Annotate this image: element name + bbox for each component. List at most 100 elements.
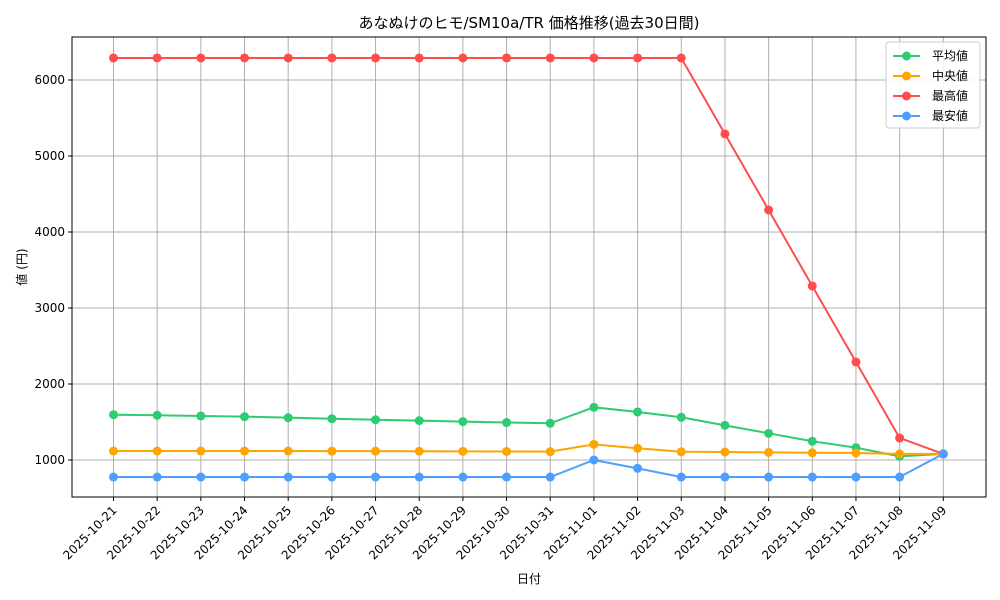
data-point bbox=[720, 447, 730, 457]
data-point bbox=[895, 449, 905, 459]
data-point bbox=[938, 449, 948, 459]
data-point bbox=[545, 472, 555, 482]
data-point bbox=[283, 446, 293, 456]
chart-title: あなぬけのヒモ/SM10a/TR 価格推移(過去30日間) bbox=[359, 14, 700, 32]
legend-label: 中央値 bbox=[932, 68, 968, 83]
data-point bbox=[458, 417, 468, 427]
data-point bbox=[414, 446, 424, 456]
data-point bbox=[807, 448, 817, 458]
data-point bbox=[764, 447, 774, 457]
series-2 bbox=[109, 53, 948, 459]
grid-lines bbox=[72, 37, 986, 497]
y-axis-label: 値 (円) bbox=[14, 248, 29, 285]
x-axis-ticks: 2025-10-212025-10-222025-10-232025-10-24… bbox=[60, 497, 949, 562]
data-point bbox=[283, 413, 293, 423]
data-point bbox=[764, 472, 774, 482]
plot-frame bbox=[71, 36, 987, 498]
data-point bbox=[633, 407, 643, 417]
data-point bbox=[633, 463, 643, 473]
data-point bbox=[807, 472, 817, 482]
data-point bbox=[240, 446, 250, 456]
legend-marker bbox=[902, 71, 911, 81]
data-point bbox=[720, 472, 730, 482]
data-point bbox=[807, 281, 817, 291]
y-tick-label: 1000 bbox=[34, 453, 65, 467]
data-point bbox=[371, 472, 381, 482]
data-point bbox=[240, 53, 250, 63]
data-point bbox=[327, 53, 337, 63]
series-3 bbox=[109, 449, 948, 482]
data-point bbox=[414, 416, 424, 426]
data-point bbox=[764, 205, 774, 215]
legend-marker bbox=[902, 111, 911, 121]
y-tick-label: 4000 bbox=[34, 225, 65, 239]
data-point bbox=[676, 447, 686, 457]
y-tick-label: 5000 bbox=[34, 149, 65, 163]
data-point bbox=[895, 433, 905, 443]
data-point bbox=[240, 412, 250, 422]
data-point bbox=[720, 420, 730, 430]
data-point bbox=[458, 53, 468, 63]
data-point bbox=[458, 446, 468, 456]
data-point bbox=[152, 410, 162, 420]
series-line bbox=[113, 453, 944, 479]
y-tick-label: 2000 bbox=[34, 377, 65, 391]
legend-label: 平均値 bbox=[932, 48, 968, 63]
data-point bbox=[327, 446, 337, 456]
data-point bbox=[676, 412, 686, 422]
series-line bbox=[113, 443, 944, 455]
series-1 bbox=[109, 439, 948, 459]
data-point bbox=[152, 472, 162, 482]
y-axis-ticks: 1000 2000 3000 4000 5000 6000 bbox=[34, 73, 72, 467]
data-point bbox=[196, 472, 206, 482]
data-point bbox=[633, 443, 643, 453]
data-point bbox=[152, 446, 162, 456]
data-point bbox=[851, 357, 861, 367]
data-point bbox=[327, 472, 337, 482]
y-tick-label: 3000 bbox=[34, 301, 65, 315]
data-point bbox=[545, 447, 555, 457]
data-point bbox=[502, 446, 512, 456]
y-tick-label: 6000 bbox=[34, 73, 65, 87]
data-point bbox=[895, 472, 905, 482]
data-point bbox=[851, 472, 861, 482]
data-point bbox=[371, 446, 381, 456]
x-axis-label: 日付 bbox=[517, 572, 541, 586]
data-point bbox=[589, 53, 599, 63]
data-point bbox=[851, 448, 861, 458]
data-point bbox=[589, 439, 599, 449]
series-line bbox=[113, 406, 944, 458]
data-point bbox=[633, 53, 643, 63]
data-point bbox=[545, 53, 555, 63]
legend-label: 最安値 bbox=[932, 108, 968, 123]
data-point bbox=[196, 411, 206, 421]
data-point bbox=[371, 53, 381, 63]
legend-marker bbox=[902, 51, 911, 61]
legend-box bbox=[885, 41, 981, 129]
data-point bbox=[152, 53, 162, 63]
legend-marker bbox=[902, 91, 911, 101]
series-line bbox=[113, 56, 944, 455]
data-point bbox=[414, 53, 424, 63]
data-point bbox=[283, 53, 293, 63]
data-point bbox=[458, 472, 468, 482]
data-point bbox=[196, 446, 206, 456]
data-point bbox=[676, 53, 686, 63]
data-point bbox=[240, 472, 250, 482]
data-point bbox=[764, 428, 774, 438]
data-series bbox=[109, 53, 948, 482]
data-point bbox=[502, 472, 512, 482]
data-point bbox=[283, 472, 293, 482]
data-point bbox=[109, 446, 118, 456]
legend-label: 最高値 bbox=[932, 88, 968, 103]
data-point bbox=[502, 53, 512, 63]
data-point bbox=[589, 455, 599, 465]
data-point bbox=[502, 418, 512, 428]
data-point bbox=[807, 436, 817, 446]
data-point bbox=[196, 53, 206, 63]
data-point bbox=[371, 415, 381, 425]
data-point bbox=[676, 472, 686, 482]
data-point bbox=[109, 472, 118, 482]
